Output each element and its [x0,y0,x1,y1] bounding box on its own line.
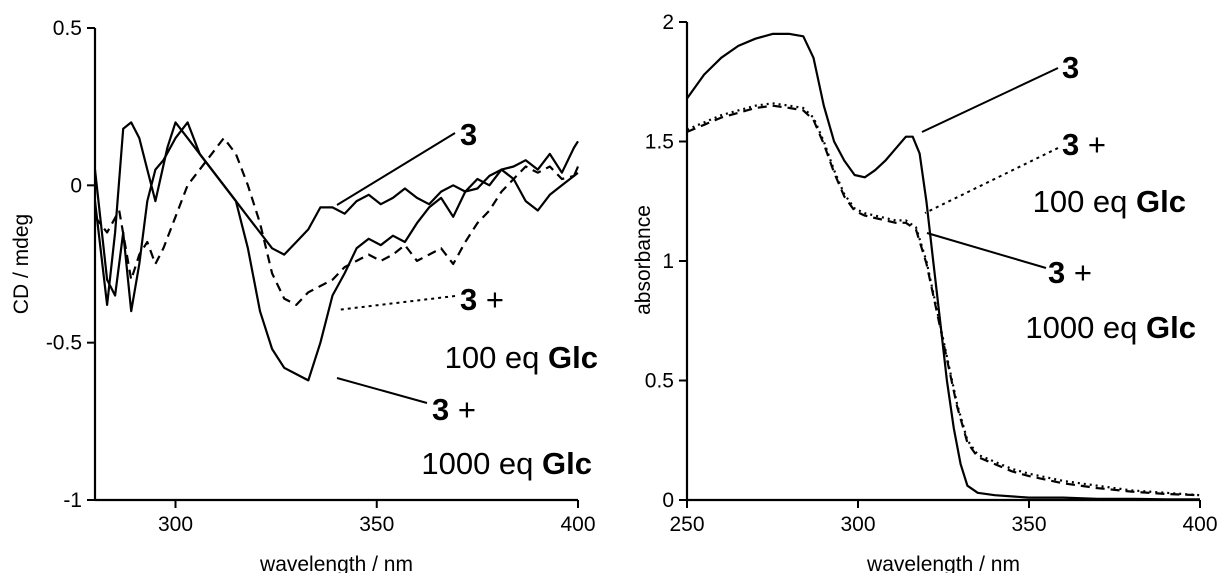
x-tick-label: 300 [840,513,875,536]
annotation-compound-number: 3 [432,392,449,427]
x-tick-label: 250 [669,513,704,536]
annotation-glc: Glc [542,446,592,481]
annotation-compound-number: 3 [460,282,477,317]
annotation-label: 3 [460,117,477,152]
annotation-leader-line [336,377,428,404]
x-tick-label: 400 [560,513,595,536]
annotation-leader-line [336,295,456,311]
y-tick-label: -1 [63,489,82,512]
x-tick-label: 350 [1011,513,1046,536]
y-tick-label: 0.5 [53,17,82,40]
annotation-label-line2: 100 eq Glc [445,340,598,375]
annotation-plus: + [477,282,504,317]
annotation-label: 3 + [432,392,476,427]
annotation-leader-line [926,232,1047,269]
series-line-2 [93,121,580,382]
y-tick-label: 1 [662,250,674,273]
x-tick-label: 300 [158,513,193,536]
annotation-equivalents: 100 eq [1033,184,1136,219]
annotation-compound-number: 3 [1062,127,1079,162]
annotation-leader-line [336,132,456,206]
annotation-label-line2: 1000 eq Glc [421,446,592,481]
annotation-glc: Glc [1136,184,1186,219]
annotation-leader-line [921,67,1059,133]
x-axis-label: wavelength / nm [866,553,1020,573]
annotation-equivalents: 1000 eq [1025,310,1146,345]
x-tick-label: 400 [1182,513,1217,536]
x-tick-label: 350 [359,513,394,536]
y-tick-label: 0 [662,489,674,512]
annotation-plus: + [449,392,476,427]
annotation-glc: Glc [1146,310,1196,345]
annotation-plus: + [1079,127,1106,162]
series-line-0 [93,121,579,306]
annotation-equivalents: 100 eq [445,340,548,375]
annotation-label: 3 + [460,282,504,317]
annotation-label: 3 + [1048,255,1092,290]
cd-spectrum-panel: 300 350 400 0.5 0 -0.5 -1 wavelength / nm CD / m… [10,17,598,573]
annotation-plus: + [1065,255,1092,290]
series-line-0 [686,32,1200,501]
annotation-equivalents: 1000 eq [421,446,542,481]
series-line-2 [686,104,1201,497]
series-line-1 [94,137,579,306]
annotation-label: 3 [1062,50,1079,85]
annotation-compound-number: 3 [460,117,477,152]
annotation-label-line2: 1000 eq Glc [1025,310,1196,345]
absorbance-spectrum-panel: 250 300 350 400 2 1.5 1 0.5 0 wavelength / nm abso… [632,11,1217,573]
annotation-label-line2: 100 eq Glc [1033,184,1186,219]
y-tick-label: 2 [662,11,674,34]
annotation-label: 3 + [1062,127,1106,162]
y-tick-label: 0.5 [645,370,674,393]
annotation-glc: Glc [548,340,598,375]
annotation-compound-number: 3 [1048,255,1065,290]
y-axis-label: CD / mdeg [10,214,33,314]
y-tick-label: 1.5 [645,131,674,154]
y-axis-label: absorbance [632,205,655,315]
x-axis-label: wavelength / nm [259,553,413,573]
y-tick-label: 0 [70,174,82,197]
annotation-compound-number: 3 [1062,50,1079,85]
series-line-1 [686,102,1201,497]
y-tick-label: -0.5 [46,332,82,355]
